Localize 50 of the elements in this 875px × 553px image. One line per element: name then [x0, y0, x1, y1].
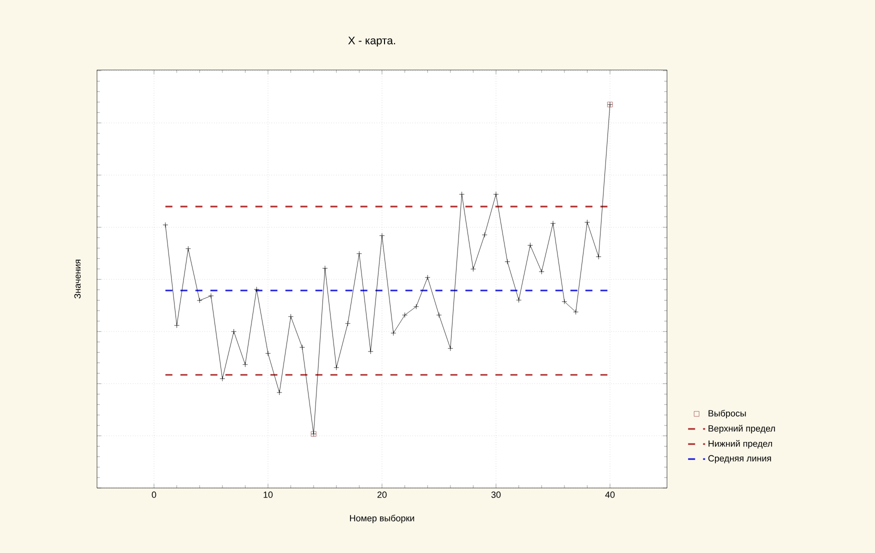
point: [186, 246, 191, 252]
point: [573, 309, 578, 315]
point: [276, 390, 282, 396]
point: [436, 312, 442, 318]
point: [300, 344, 305, 350]
point: [493, 192, 499, 197]
x-tick-label: 20: [377, 492, 387, 498]
point: [504, 259, 510, 264]
point: [402, 312, 408, 318]
point: [470, 266, 476, 272]
point: [390, 330, 396, 336]
legend-label: Верхний предел: [708, 424, 775, 434]
x-tick-label: 40: [605, 492, 615, 498]
legend-label: Средняя линия: [708, 455, 771, 464]
point: [448, 346, 454, 352]
chart-title: X - карта.: [348, 36, 396, 46]
legend-label: Выбросы: [708, 410, 746, 418]
point: [208, 293, 214, 299]
legend-label: Нижний предел: [708, 440, 772, 449]
point: [322, 266, 328, 271]
y-axis-title: Значения: [74, 260, 81, 299]
point: [562, 298, 568, 304]
point: [528, 242, 533, 248]
point: [482, 232, 488, 238]
point: [414, 304, 419, 310]
x-tick-label: 30: [491, 492, 501, 498]
point: [231, 328, 236, 334]
point: [538, 269, 544, 274]
point: [174, 322, 180, 328]
point: [550, 220, 556, 226]
point: [379, 232, 385, 238]
x-tick-label: 10: [264, 492, 273, 498]
point: [254, 286, 260, 292]
point: [162, 222, 168, 228]
point: [516, 297, 522, 303]
point: [356, 250, 362, 256]
point: [584, 220, 590, 225]
point: [288, 314, 294, 320]
point: [596, 254, 602, 260]
point: [424, 274, 430, 280]
point: [345, 320, 350, 326]
point: [459, 192, 464, 197]
point: [242, 362, 248, 368]
point: [334, 364, 340, 370]
point: [265, 350, 271, 356]
point: [220, 376, 226, 382]
x-tick-label: 0: [152, 492, 156, 498]
point: [196, 298, 202, 304]
x-axis-title: Номер выборки: [350, 514, 414, 524]
point: [368, 348, 374, 354]
